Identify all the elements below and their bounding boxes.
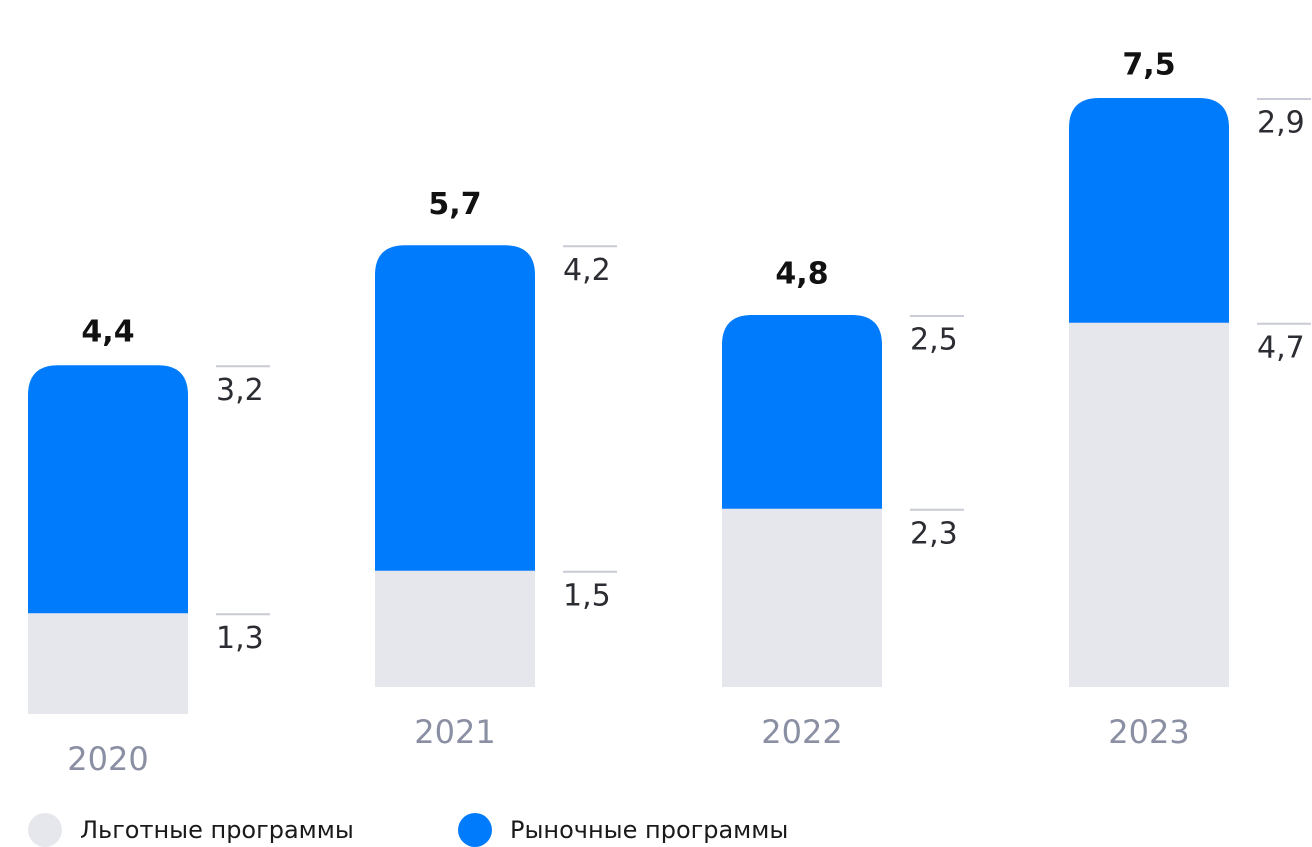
- bar-segment: [1069, 322, 1229, 687]
- segment-label: 1,3: [216, 621, 264, 656]
- bar-segment: [375, 245, 535, 571]
- bar-segment: [375, 570, 535, 687]
- segment-label: 2,5: [910, 323, 958, 358]
- segment-label: 2,9: [1257, 106, 1305, 141]
- bar-segment: [28, 365, 188, 614]
- total-label: 4,8: [775, 257, 828, 292]
- total-label: 7,5: [1122, 47, 1175, 82]
- segment-label: 1,5: [563, 578, 611, 613]
- bar-segment: [1069, 98, 1229, 323]
- year-label: 2022: [761, 713, 842, 751]
- total-label: 4,4: [81, 315, 134, 350]
- legend-text: Льготные программы: [80, 816, 354, 844]
- total-label: 5,7: [428, 187, 481, 222]
- segment-label: 4,7: [1257, 330, 1305, 365]
- bar-segment: [722, 315, 882, 509]
- legend-text: Рыночные программы: [510, 816, 788, 844]
- segment-label: 2,3: [910, 516, 958, 551]
- year-label: 2020: [67, 740, 148, 778]
- bar-segment: [722, 508, 882, 687]
- year-label: 2023: [1108, 713, 1189, 751]
- segment-label: 3,2: [216, 373, 264, 408]
- segment-label: 4,2: [563, 253, 611, 288]
- bar-segment: [28, 613, 188, 714]
- legend-swatch: [28, 813, 62, 847]
- legend-swatch: [458, 813, 492, 847]
- year-label: 2021: [414, 713, 495, 751]
